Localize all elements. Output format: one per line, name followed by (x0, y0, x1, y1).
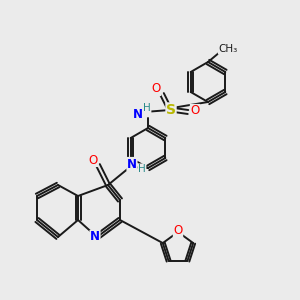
Text: S: S (166, 103, 176, 117)
Text: N: N (127, 158, 137, 170)
Text: H: H (143, 103, 151, 113)
Text: CH₃: CH₃ (218, 44, 238, 54)
Text: N: N (90, 230, 100, 244)
Text: O: O (152, 82, 160, 95)
Text: H: H (138, 164, 146, 174)
Text: O: O (173, 224, 183, 238)
Text: O: O (190, 104, 200, 118)
Text: O: O (88, 154, 98, 166)
Text: N: N (133, 107, 143, 121)
